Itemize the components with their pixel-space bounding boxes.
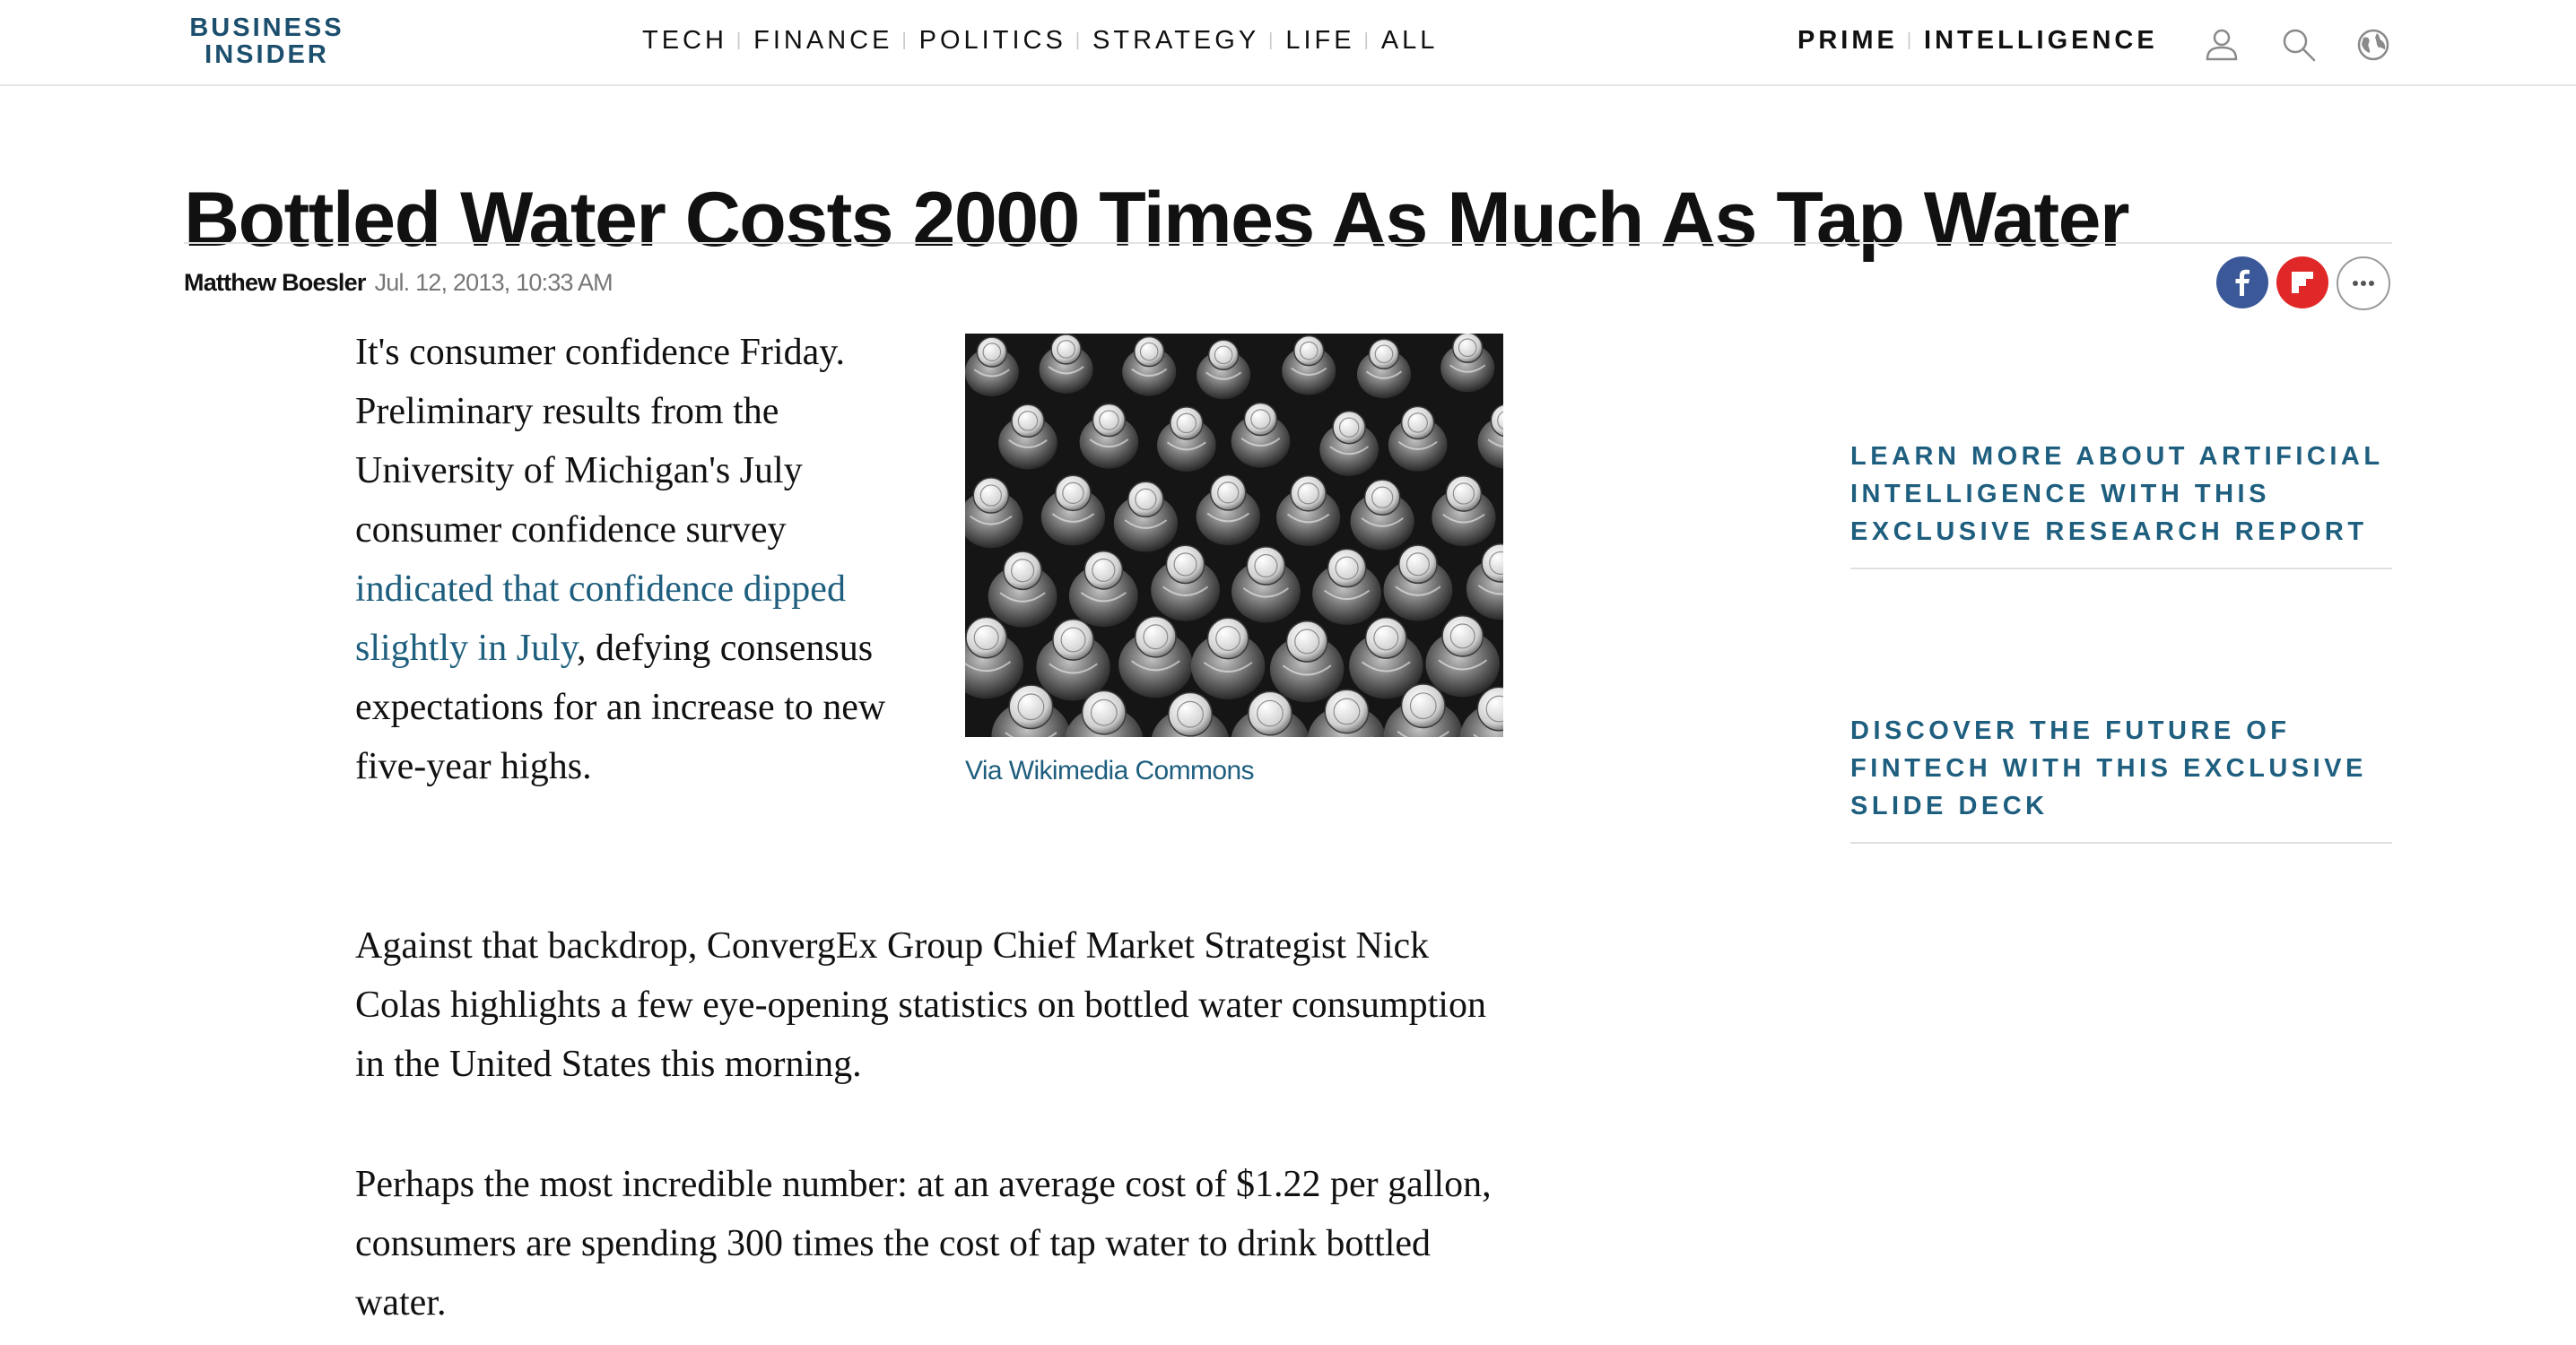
more-icon (2353, 281, 2374, 286)
article-paragraph: It's consumer confidence Friday. Prelimi… (355, 323, 911, 796)
nav-divider: | (1075, 30, 1081, 50)
nav-divider: | (735, 30, 742, 50)
bottled-water-photo (965, 334, 1503, 737)
nav-strategy[interactable]: STRATEGY (1092, 25, 1260, 55)
logo-line-business: BUSINESS (189, 13, 344, 42)
nav-divider: | (1363, 30, 1369, 50)
nav-life[interactable]: LIFE (1285, 25, 1355, 55)
author-name[interactable]: Matthew Boesler (184, 269, 366, 296)
logo-line-insider: INSIDER (205, 40, 329, 69)
top-navigation-bar: BUSINESS INSIDER TECH | FINANCE | POLITI… (0, 0, 2576, 86)
promo-divider (1850, 568, 2392, 569)
business-insider-logo[interactable]: BUSINESS INSIDER (184, 14, 350, 68)
nav-tech[interactable]: TECH (642, 25, 727, 55)
image-caption-link[interactable]: Via Wikimedia Commons (965, 756, 1255, 785)
nav-prime[interactable]: PRIME (1797, 25, 1898, 55)
promo-divider (1850, 842, 2392, 844)
article-headline: Bottled Water Costs 2000 Times As Much A… (184, 176, 2129, 263)
paragraph-text: It's consumer confidence Friday. Prelimi… (355, 332, 845, 551)
article-paragraph: Against that backdrop, ConvergEx Group C… (355, 925, 1486, 1085)
nav-all[interactable]: ALL (1380, 25, 1439, 55)
flipboard-share-button[interactable] (2276, 256, 2328, 308)
facebook-share-button[interactable] (2216, 256, 2268, 308)
flipboard-icon (2292, 272, 2313, 293)
paragraph-text: , defying consensus expectations for an … (355, 628, 886, 787)
publish-date: Jul. 12, 2013, 10:33 AM (374, 269, 614, 296)
section-nav: TECH | FINANCE | POLITICS | STRATEGY | L… (642, 24, 1438, 56)
more-share-button[interactable] (2337, 256, 2390, 310)
fintech-slide-deck-promo-link[interactable]: DISCOVER THE FUTURE OF FINTECH WITH THIS… (1850, 716, 2367, 820)
facebook-icon (2235, 269, 2250, 296)
byline: Matthew Boesler Jul. 12, 2013, 10:33 AM (184, 269, 614, 299)
nav-divider: | (1906, 30, 1912, 50)
confidence-survey-link[interactable]: indicated that confidence dipped slightl… (355, 568, 846, 669)
user-icon[interactable] (2205, 27, 2239, 61)
headline-divider (184, 242, 2392, 244)
search-icon[interactable] (2281, 27, 2316, 62)
nav-politics[interactable]: POLITICS (918, 25, 1066, 55)
premium-nav: PRIME | INTELLIGENCE (1797, 24, 2158, 56)
article-paragraph: Perhaps the most incredible number: at a… (355, 1164, 1492, 1323)
nav-intelligence[interactable]: INTELLIGENCE (1924, 25, 2158, 55)
nav-divider: | (1268, 30, 1274, 50)
nav-finance[interactable]: FINANCE (753, 25, 893, 55)
ai-research-promo-link[interactable]: LEARN MORE ABOUT ARTIFICIAL INTELLIGENCE… (1850, 442, 2384, 546)
globe-icon[interactable] (2355, 27, 2389, 61)
nav-divider: | (901, 30, 907, 50)
